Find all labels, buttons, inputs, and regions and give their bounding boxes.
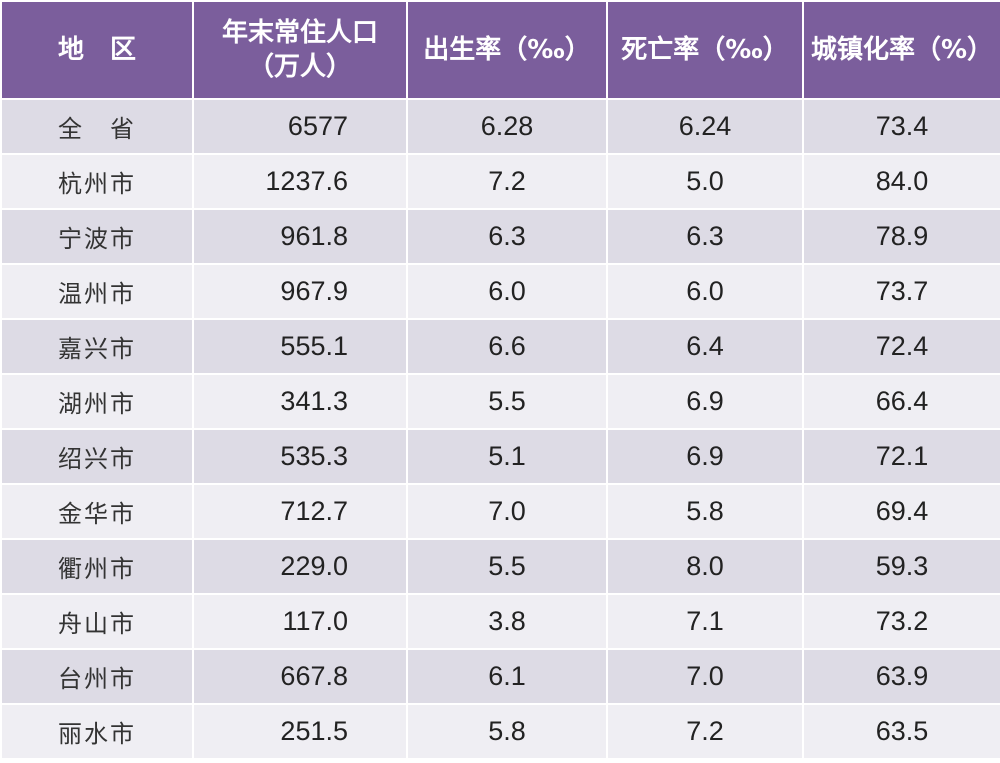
table-row: 衢州市 229.0 5.5 8.0 59.3 bbox=[0, 538, 1000, 595]
cell-urbanization: 66.4 bbox=[802, 373, 1000, 430]
cell-population: 555.1 bbox=[192, 318, 408, 375]
header-birth-rate-label: 出生率（‰） bbox=[423, 35, 591, 65]
header-urbanization-label: 城镇化率（%） bbox=[810, 35, 994, 65]
cell-birth-rate: 7.2 bbox=[406, 153, 608, 210]
cell-birth-rate: 7.0 bbox=[406, 483, 608, 540]
header-urbanization: 城镇化率（%） bbox=[802, 0, 1000, 100]
cell-region: 温州市 bbox=[0, 263, 194, 320]
cell-urbanization: 73.2 bbox=[802, 593, 1000, 650]
table-row: 丽水市 251.5 5.8 7.2 63.5 bbox=[0, 703, 1000, 760]
table-row: 嘉兴市 555.1 6.6 6.4 72.4 bbox=[0, 318, 1000, 375]
cell-death-rate: 8.0 bbox=[606, 538, 804, 595]
cell-urbanization: 72.1 bbox=[802, 428, 1000, 485]
table-row: 杭州市 1237.6 7.2 5.0 84.0 bbox=[0, 153, 1000, 210]
cell-population: 535.3 bbox=[192, 428, 408, 485]
cell-region: 丽水市 bbox=[0, 703, 194, 760]
cell-birth-rate: 6.0 bbox=[406, 263, 608, 320]
cell-region: 绍兴市 bbox=[0, 428, 194, 485]
header-birth-rate: 出生率（‰） bbox=[406, 0, 608, 100]
table-row: 湖州市 341.3 5.5 6.9 66.4 bbox=[0, 373, 1000, 430]
cell-population: 1237.6 bbox=[192, 153, 408, 210]
table-row: 全 省 6577 6.28 6.24 73.4 bbox=[0, 98, 1000, 155]
cell-birth-rate: 6.1 bbox=[406, 648, 608, 705]
table-body: 全 省 6577 6.28 6.24 73.4 杭州市 1237.6 7.2 5.0 84.0 宁波… bbox=[0, 98, 1000, 760]
cell-death-rate: 7.0 bbox=[606, 648, 804, 705]
cell-population: 961.8 bbox=[192, 208, 408, 265]
cell-birth-rate: 5.8 bbox=[406, 703, 608, 760]
cell-population: 667.8 bbox=[192, 648, 408, 705]
cell-urbanization: 84.0 bbox=[802, 153, 1000, 210]
cell-death-rate: 7.1 bbox=[606, 593, 804, 650]
cell-region: 金华市 bbox=[0, 483, 194, 540]
cell-population: 712.7 bbox=[192, 483, 408, 540]
cell-population: 6577 bbox=[192, 98, 408, 155]
cell-region: 全 省 bbox=[0, 98, 194, 155]
cell-urbanization: 73.7 bbox=[802, 263, 1000, 320]
header-population-label: 年末常住人口 bbox=[221, 18, 378, 48]
cell-birth-rate: 6.3 bbox=[406, 208, 608, 265]
table-header: 地 区 年末常住人口 （万人） 出生率（‰） 死亡率（‰） 城镇化率（%） bbox=[0, 0, 1000, 100]
cell-region: 宁波市 bbox=[0, 208, 194, 265]
header-population-unit: （万人） bbox=[247, 52, 352, 82]
cell-birth-rate: 5.1 bbox=[406, 428, 608, 485]
cell-urbanization: 72.4 bbox=[802, 318, 1000, 375]
table-row: 绍兴市 535.3 5.1 6.9 72.1 bbox=[0, 428, 1000, 485]
header-region: 地 区 bbox=[0, 0, 194, 100]
cell-death-rate: 6.3 bbox=[606, 208, 804, 265]
cell-population: 229.0 bbox=[192, 538, 408, 595]
header-region-label: 地 区 bbox=[57, 35, 136, 65]
cell-urbanization: 63.5 bbox=[802, 703, 1000, 760]
cell-region: 舟山市 bbox=[0, 593, 194, 650]
cell-death-rate: 6.9 bbox=[606, 428, 804, 485]
cell-urbanization: 73.4 bbox=[802, 98, 1000, 155]
cell-death-rate: 5.0 bbox=[606, 153, 804, 210]
cell-birth-rate: 5.5 bbox=[406, 373, 608, 430]
cell-population: 967.9 bbox=[192, 263, 408, 320]
cell-death-rate: 6.24 bbox=[606, 98, 804, 155]
cell-population: 117.0 bbox=[192, 593, 408, 650]
cell-birth-rate: 5.5 bbox=[406, 538, 608, 595]
cell-urbanization: 69.4 bbox=[802, 483, 1000, 540]
cell-population: 341.3 bbox=[192, 373, 408, 430]
table-row: 金华市 712.7 7.0 5.8 69.4 bbox=[0, 483, 1000, 540]
cell-urbanization: 63.9 bbox=[802, 648, 1000, 705]
cell-death-rate: 5.8 bbox=[606, 483, 804, 540]
cell-region: 嘉兴市 bbox=[0, 318, 194, 375]
cell-region: 湖州市 bbox=[0, 373, 194, 430]
cell-urbanization: 78.9 bbox=[802, 208, 1000, 265]
table-row: 温州市 967.9 6.0 6.0 73.7 bbox=[0, 263, 1000, 320]
table-row: 台州市 667.8 6.1 7.0 63.9 bbox=[0, 648, 1000, 705]
header-population: 年末常住人口 （万人） bbox=[192, 0, 408, 100]
cell-death-rate: 6.4 bbox=[606, 318, 804, 375]
cell-region: 杭州市 bbox=[0, 153, 194, 210]
cell-region: 衢州市 bbox=[0, 538, 194, 595]
table-row: 舟山市 117.0 3.8 7.1 73.2 bbox=[0, 593, 1000, 650]
cell-death-rate: 6.0 bbox=[606, 263, 804, 320]
cell-urbanization: 59.3 bbox=[802, 538, 1000, 595]
cell-population: 251.5 bbox=[192, 703, 408, 760]
cell-birth-rate: 6.28 bbox=[406, 98, 608, 155]
cell-birth-rate: 3.8 bbox=[406, 593, 608, 650]
cell-death-rate: 7.2 bbox=[606, 703, 804, 760]
table-row: 宁波市 961.8 6.3 6.3 78.9 bbox=[0, 208, 1000, 265]
header-death-rate-label: 死亡率（‰） bbox=[621, 35, 789, 65]
cell-birth-rate: 6.6 bbox=[406, 318, 608, 375]
cell-region: 台州市 bbox=[0, 648, 194, 705]
header-death-rate: 死亡率（‰） bbox=[606, 0, 804, 100]
cell-death-rate: 6.9 bbox=[606, 373, 804, 430]
header-row: 地 区 年末常住人口 （万人） 出生率（‰） 死亡率（‰） 城镇化率（%） bbox=[0, 0, 1000, 100]
